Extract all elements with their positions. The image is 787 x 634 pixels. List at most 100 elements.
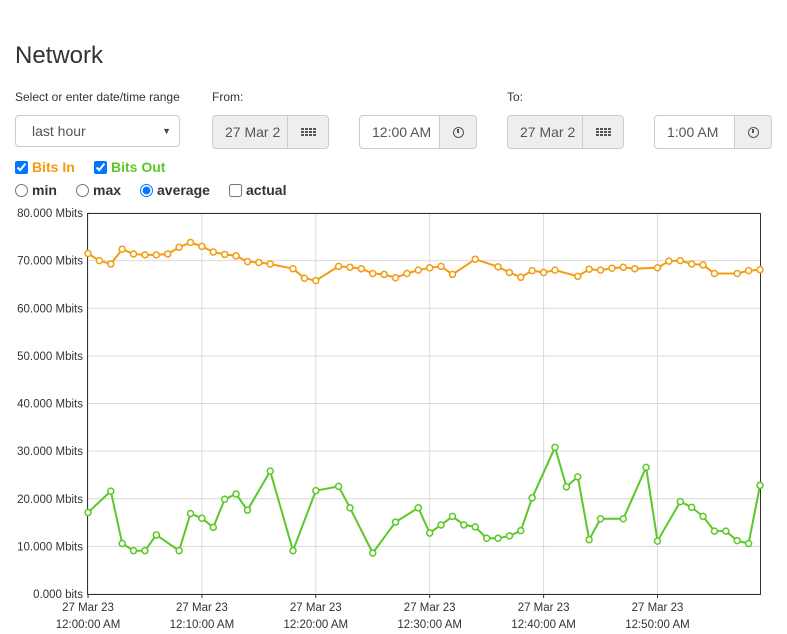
bits-in-data-point xyxy=(266,260,274,268)
bits-in-data-point xyxy=(619,263,628,272)
bits-out-data-point xyxy=(517,526,525,535)
range-select[interactable]: last hour ▼ xyxy=(15,115,180,147)
plot-area-border xyxy=(87,213,761,595)
bits-out-series-line xyxy=(87,444,761,555)
bits-in-data-point xyxy=(574,272,582,281)
agg-average-radio[interactable] xyxy=(140,183,153,197)
bits-out-data-point xyxy=(266,467,274,475)
x-tick-time: 12:30:00 AM xyxy=(397,619,462,631)
bits-out-data-point xyxy=(551,443,559,452)
to-clock-button[interactable] xyxy=(735,115,772,149)
bits-in-data-point xyxy=(687,260,696,268)
bits-in-data-point xyxy=(744,266,753,275)
bits-in-data-point xyxy=(163,250,172,258)
bits-out-data-point xyxy=(722,527,730,535)
chart-series xyxy=(84,238,764,557)
bits-in-data-point xyxy=(346,263,354,272)
agg-max-radio[interactable] xyxy=(76,183,89,197)
bits-out-data-point xyxy=(756,481,764,490)
bits-in-data-point xyxy=(608,264,616,272)
bits-in-data-point xyxy=(471,255,480,263)
clock-icon xyxy=(452,126,464,138)
y-tick-label: 10.000 Mbits xyxy=(17,541,83,553)
bits-in-data-point xyxy=(107,260,115,268)
from-date-input[interactable]: 27 Mar 2 xyxy=(212,115,288,149)
agg-min-radio[interactable] xyxy=(15,183,28,197)
bits-out-data-point xyxy=(528,494,536,502)
page-title: Network xyxy=(15,42,104,69)
bits-out-toggle[interactable]: Bits Out xyxy=(94,159,165,175)
y-tick-label: 30.000 Mbits xyxy=(17,446,83,458)
agg-max-option[interactable]: max xyxy=(76,182,121,198)
bits-in-data-point xyxy=(141,251,149,259)
bits-in-toggle[interactable]: Bits In xyxy=(15,159,75,175)
x-tick-time: 12:40:00 AM xyxy=(511,619,576,631)
bits-in-data-point xyxy=(733,269,741,278)
bits-out-data-point xyxy=(425,529,434,537)
bits-out-data-point xyxy=(619,515,628,523)
bits-in-checkbox[interactable] xyxy=(15,160,28,174)
from-clock-button[interactable] xyxy=(440,115,477,149)
bits-out-data-point xyxy=(334,482,343,491)
bits-out-data-point xyxy=(482,534,491,543)
bits-in-data-point xyxy=(300,274,309,282)
bits-out-data-point xyxy=(437,521,445,529)
bits-in-data-point xyxy=(152,251,161,259)
from-time-input[interactable]: 12:00 AM xyxy=(359,115,440,149)
x-tick-date: 27 Mar 23 xyxy=(176,602,228,614)
y-axis-labels: 0.000 bits 10.000 Mbits 20.000 Mbits 30.000… xyxy=(17,208,83,601)
bits-in-data-point xyxy=(494,263,502,271)
agg-actual-option[interactable]: actual xyxy=(229,182,286,198)
bits-out-data-point xyxy=(129,546,138,555)
bits-in-data-point xyxy=(209,248,218,256)
bits-out-data-point xyxy=(687,503,696,512)
bits-out-data-point xyxy=(653,537,662,545)
agg-average-option[interactable]: average xyxy=(140,182,210,198)
agg-actual-label: actual xyxy=(246,182,287,198)
agg-average-label: average xyxy=(157,182,210,198)
bits-out-data-point xyxy=(243,506,252,514)
to-date-input[interactable]: 27 Mar 2 xyxy=(507,115,583,149)
to-label: To: xyxy=(507,90,524,104)
bits-in-label: Bits In xyxy=(32,159,75,175)
y-tick-label: 60.000 Mbits xyxy=(17,303,83,315)
bits-in-data-point xyxy=(448,270,457,279)
bits-in-data-point xyxy=(129,250,138,258)
bits-in-data-point xyxy=(391,274,400,282)
bits-out-data-point xyxy=(414,504,423,512)
range-select-value: last hour xyxy=(32,123,86,139)
bits-in-data-point xyxy=(630,264,639,273)
bits-out-data-point xyxy=(471,523,480,531)
bits-out-data-point xyxy=(118,539,126,548)
bits-out-data-point xyxy=(391,518,400,526)
bits-in-data-point xyxy=(368,269,377,278)
bits-out-label: Bits Out xyxy=(111,159,166,175)
bits-out-data-point xyxy=(494,534,502,543)
network-chart: 0.000 bits 10.000 Mbits 20.000 Mbits 30.000… xyxy=(17,208,764,631)
bits-out-data-point xyxy=(699,512,707,521)
bits-out-data-point xyxy=(312,486,320,495)
y-tick-label: 50.000 Mbits xyxy=(17,351,83,363)
bits-out-data-point xyxy=(448,512,457,521)
agg-actual-checkbox[interactable] xyxy=(229,183,242,197)
bits-out-data-point xyxy=(368,549,377,557)
agg-min-label: min xyxy=(32,182,57,198)
bits-in-data-point xyxy=(505,268,514,277)
bits-out-checkbox[interactable] xyxy=(94,160,107,174)
to-time-input[interactable]: 1:00 AM xyxy=(654,115,735,149)
bits-out-data-point xyxy=(676,497,685,506)
from-calendar-button[interactable] xyxy=(288,115,329,149)
range-label: Select or enter date/time range xyxy=(15,90,180,104)
bits-out-data-point xyxy=(460,521,468,529)
bits-in-series-line xyxy=(87,241,761,282)
to-calendar-button[interactable] xyxy=(583,115,624,149)
bits-out-data-point xyxy=(574,473,582,481)
agg-min-option[interactable]: min xyxy=(15,182,57,198)
bits-out-data-point xyxy=(346,504,354,512)
bits-out-data-point xyxy=(710,527,719,535)
bits-out-data-point xyxy=(186,509,195,518)
y-tick-label: 40.000 Mbits xyxy=(17,399,83,411)
x-tick-time: 12:00:00 AM xyxy=(56,619,121,631)
bits-in-data-point xyxy=(95,256,104,265)
bits-in-data-point xyxy=(380,270,388,279)
